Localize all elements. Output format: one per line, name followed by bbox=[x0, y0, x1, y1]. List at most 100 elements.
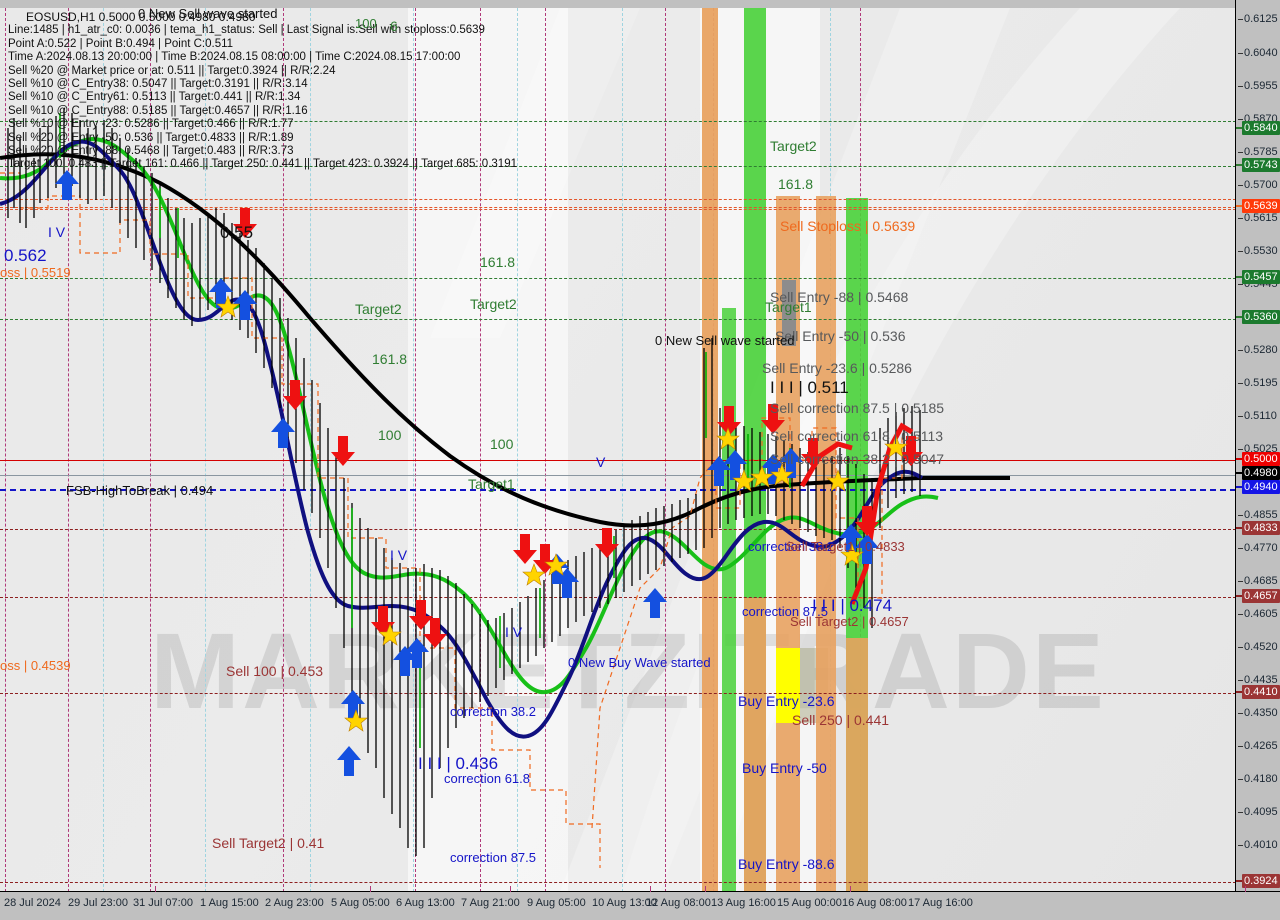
level-line-target1 bbox=[0, 278, 1236, 279]
price-tick-label: 0.4605 bbox=[1244, 608, 1278, 620]
price-level-chip[interactable]: 0.4980 bbox=[1242, 466, 1280, 480]
time-tick-label: 16 Aug 08:00 bbox=[842, 897, 907, 909]
price-tick-mark bbox=[1238, 416, 1243, 417]
buy-arrow-icon bbox=[271, 418, 295, 448]
indicator-info-line-7: Sell %10 @ Entry -23: 0.5286 || Target:0… bbox=[8, 118, 294, 131]
price-chip-marker bbox=[1236, 164, 1242, 166]
indicator-info-line-9: Sell %20 @ Entry -88: 0.5468 || Target:0… bbox=[8, 145, 294, 158]
price-tick-mark bbox=[1238, 119, 1243, 120]
price-tick-mark bbox=[1238, 647, 1243, 648]
time-tick-label: 10 Aug 13:00 bbox=[592, 897, 657, 909]
time-tick-label: 13 Aug 16:00 bbox=[711, 897, 776, 909]
star-marker-icon bbox=[732, 469, 756, 492]
buy-arrow-icon bbox=[209, 278, 233, 308]
price-tick-label: 0.4350 bbox=[1244, 707, 1278, 719]
level-line-sell685 bbox=[0, 882, 1236, 883]
sell-arrow-icon bbox=[899, 436, 923, 466]
chart-annotation: Sell Entry -88 | 0.5468 bbox=[770, 289, 909, 305]
price-tick-mark bbox=[1238, 152, 1243, 153]
sell-arrow-icon bbox=[423, 618, 447, 648]
price-level-chip[interactable]: 0.3924 bbox=[1242, 874, 1280, 888]
price-tick-label: 0.4770 bbox=[1244, 542, 1278, 554]
price-level-chip[interactable]: 0.5000 bbox=[1242, 452, 1280, 466]
price-level-chip[interactable]: 0.4833 bbox=[1242, 521, 1280, 535]
price-chip-marker bbox=[1236, 880, 1242, 882]
star-marker-icon bbox=[750, 465, 774, 488]
star-marker-icon bbox=[216, 295, 240, 318]
price-tick-mark bbox=[1238, 86, 1243, 87]
price-tick-mark bbox=[1238, 53, 1243, 54]
buy-arrow-icon bbox=[643, 588, 667, 618]
atr-channel-upper bbox=[0, 172, 601, 868]
price-level-chip[interactable]: 0.5840 bbox=[1242, 121, 1280, 135]
vgrid-line bbox=[622, 8, 623, 892]
price-tick-mark bbox=[1238, 845, 1243, 846]
price-tick-mark bbox=[1238, 185, 1243, 186]
star-marker-icon bbox=[770, 463, 794, 486]
indicator-info-line-5: Sell %10 @ C_Entry61: 0.5113 || Target:0… bbox=[8, 91, 301, 104]
chart-annotation: I V bbox=[505, 624, 523, 640]
zone-band-slate bbox=[782, 280, 796, 346]
indicator-info-line-4: Sell %10 @ C_Entry38: 0.5047 || Target:0… bbox=[8, 78, 308, 91]
indicator-info-line-10: Target 100: 0.483 || Target 161: 0.466 |… bbox=[8, 158, 517, 171]
chart-annotation: Sell 250 | 0.441 bbox=[792, 712, 890, 728]
price-level-chip[interactable]: 0.5743 bbox=[1242, 158, 1280, 172]
price-tick-mark bbox=[1238, 251, 1243, 252]
price-chip-marker bbox=[1236, 316, 1242, 318]
price-tick-label: 0.4180 bbox=[1244, 773, 1278, 785]
price-tick-mark bbox=[1238, 350, 1243, 351]
chart-plot-area[interactable]: MARKETZITRADE bbox=[0, 8, 1236, 892]
indicator-info-line-1: Point A:0.522 | Point B:0.494 | Point C:… bbox=[8, 37, 234, 50]
price-tick-label: 0.4095 bbox=[1244, 806, 1278, 818]
price-tick-mark bbox=[1238, 812, 1243, 813]
chart-annotation: Target1 bbox=[468, 476, 515, 492]
background-band bbox=[408, 8, 568, 892]
indicator-info-line-0: Line:1485 | h1_atr_c0: 0.0036 | tema_h1_… bbox=[8, 24, 485, 37]
chart-annotation: I I I | 0.436 bbox=[418, 754, 499, 773]
buy-arrow-icon bbox=[337, 746, 361, 776]
buy-arrow-icon bbox=[839, 524, 863, 554]
price-tick-mark bbox=[1238, 515, 1243, 516]
chart-annotation: Sell correction 61.8 | 0.5113 bbox=[770, 428, 944, 444]
time-scale[interactable]: 28 Jul 2024 29 Jul 23:00 31 Jul 07:00 1 Aug… bbox=[0, 886, 1280, 920]
sell-arrow-icon bbox=[717, 406, 741, 436]
price-tick-label: 0.5530 bbox=[1244, 245, 1278, 257]
price-level-chip[interactable]: 0.5360 bbox=[1242, 310, 1280, 324]
time-tick-label: 15 Aug 00:00 bbox=[777, 897, 842, 909]
price-level-chip[interactable]: 0.4410 bbox=[1242, 685, 1280, 699]
chart-annotation: Buy Entry -88.6 bbox=[738, 856, 835, 872]
price-level-chip[interactable]: 0.5457 bbox=[1242, 270, 1280, 284]
price-level-chip[interactable]: 0.4657 bbox=[1242, 589, 1280, 603]
price-tick-mark bbox=[1238, 779, 1243, 780]
time-tick-label: 9 Aug 05:00 bbox=[527, 897, 586, 909]
vgrid-line bbox=[545, 8, 546, 892]
level-line-1618 bbox=[0, 166, 1236, 167]
sell-arrow-icon bbox=[409, 600, 433, 630]
chart-annotation: 100 bbox=[378, 427, 402, 443]
buy-arrow-icon bbox=[55, 170, 79, 200]
zone-band-orange bbox=[702, 8, 718, 892]
sell-arrow-icon bbox=[233, 208, 257, 238]
chart-annotation: Buy Entry -50 bbox=[742, 760, 827, 776]
star-marker-icon bbox=[884, 435, 908, 458]
level-line-100 bbox=[0, 319, 1236, 320]
signal-arrows bbox=[55, 170, 923, 776]
price-scale[interactable]: 0.6125 0.6040 0.5955 0.5870 0.5785 0.5700 0.56… bbox=[1235, 0, 1280, 920]
level-line-aux bbox=[0, 209, 1236, 210]
time-tick-mark bbox=[155, 886, 156, 892]
sell-arrow-icon bbox=[513, 534, 537, 564]
price-level-chip[interactable]: 0.5639 bbox=[1242, 199, 1280, 213]
time-tick-mark bbox=[510, 886, 511, 892]
price-tick-label: 0.4855 bbox=[1244, 509, 1278, 521]
chart-annotation: 0.55 bbox=[220, 223, 254, 242]
price-tick-mark bbox=[1238, 746, 1243, 747]
chart-annotation: I I I | 0.474 bbox=[812, 596, 893, 615]
price-tick-label: 0.4265 bbox=[1244, 740, 1278, 752]
price-level-chip[interactable]: 0.4940 bbox=[1242, 480, 1280, 494]
chart-info-header: EOSUSD,H1 0.5000 0.5000 0.4980 0.4980 Li… bbox=[8, 10, 517, 172]
star-marker-icon bbox=[716, 427, 740, 450]
buy-arrow-icon bbox=[405, 638, 429, 668]
vgrid-line bbox=[665, 8, 666, 892]
zone-band-orange bbox=[744, 598, 766, 892]
